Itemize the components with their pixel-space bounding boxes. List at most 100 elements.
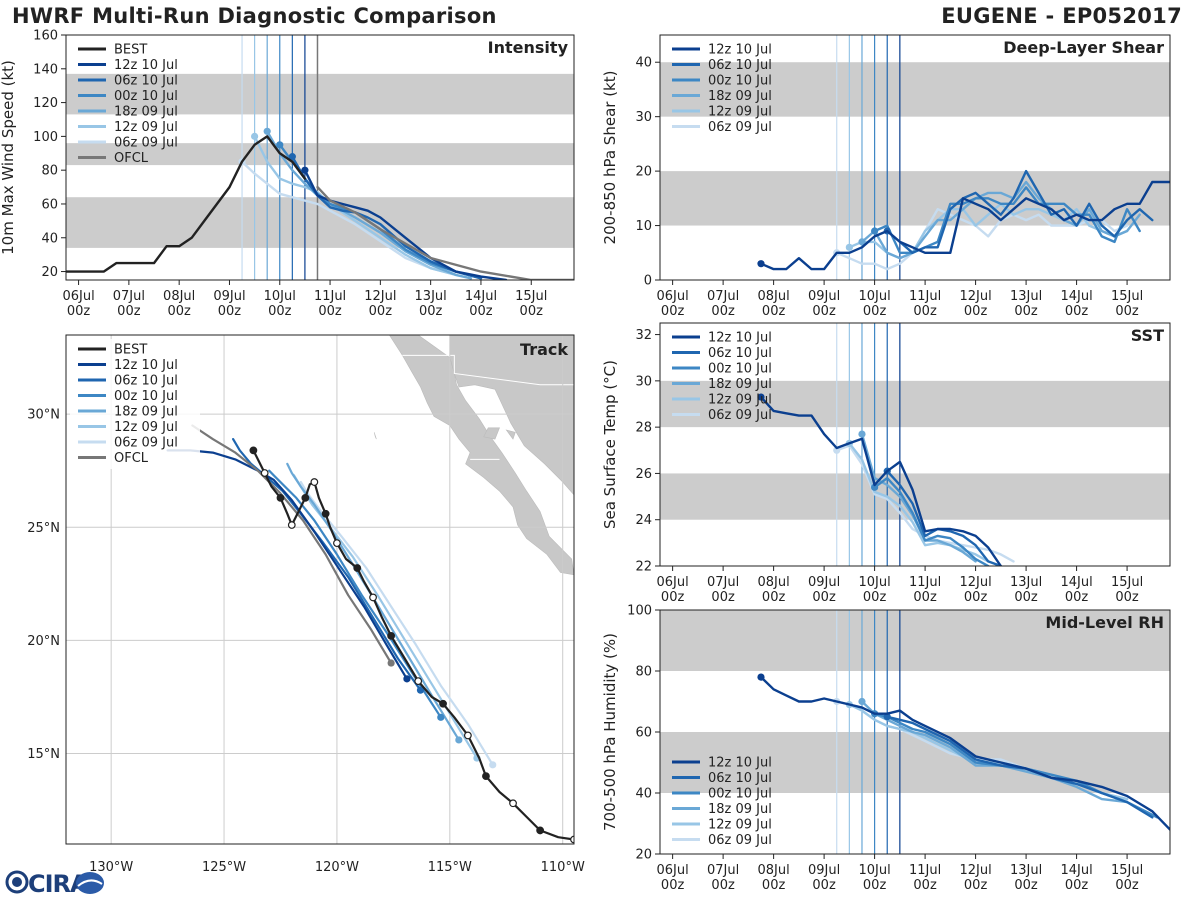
track-legend-label: 12z 10 Jul <box>114 358 178 373</box>
sst-series-line <box>873 476 990 566</box>
track-best-line <box>252 449 574 841</box>
track-x-tick-label: 120°W <box>315 860 359 875</box>
track-series-init-point <box>455 736 463 744</box>
track-y-tick-label: 25°N <box>27 521 60 536</box>
track-series-line <box>268 469 442 719</box>
intensity-y-tick-label: 40 <box>41 231 58 246</box>
guadalupe-island <box>373 432 377 440</box>
track-x-tick-label: 125°W <box>202 860 246 875</box>
rh-threshold-band <box>660 610 1170 671</box>
intensity-series-init-point <box>251 132 259 140</box>
sst-x-tick-label: 00z <box>964 590 988 605</box>
intensity-x-tick-label: 10Jul <box>264 289 296 304</box>
track-legend-label: 12z 09 Jul <box>114 420 178 435</box>
sst-x-tick-label: 08Jul <box>757 575 789 590</box>
sst-x-tick-label: 11Jul <box>909 575 941 590</box>
shear-x-tick-label: 15Jul <box>1111 289 1143 304</box>
sst-x-tick-label: 12Jul <box>959 575 991 590</box>
intensity-x-tick-label: 00z <box>520 304 544 319</box>
shear-x-tick-label: 00z <box>964 304 988 319</box>
sst-y-tick-label: 26 <box>635 467 652 482</box>
track-best-point <box>570 835 574 844</box>
sst-y-tick-label: 28 <box>635 421 652 436</box>
rh-x-tick-label: 00z <box>1115 878 1139 893</box>
intensity-legend-label: 12z 09 Jul <box>114 120 178 135</box>
baja-landmass <box>388 335 574 576</box>
shear-threshold-band <box>660 62 1170 117</box>
shear-x-tick-label: 00z <box>1014 304 1038 319</box>
shear-plot-area <box>757 35 1170 280</box>
intensity-legend-label: 06z 09 Jul <box>114 136 178 151</box>
intensity-threshold-band <box>66 143 574 166</box>
sst-series-line <box>759 395 1002 566</box>
rh-series-line <box>759 675 1170 831</box>
rh-x-tick-label: 00z <box>661 878 685 893</box>
intensity-plot-area <box>66 35 574 280</box>
track-y-tick-label: 30°N <box>27 408 60 423</box>
sst-x-tick-label: 00z <box>913 590 937 605</box>
shear-series-line <box>860 180 1141 260</box>
rh-series-line <box>860 700 1129 804</box>
track-frame <box>65 334 575 845</box>
intensity-y-tick-label: 120 <box>33 96 58 111</box>
intensity-legend-label: 18z 09 Jul <box>114 105 178 120</box>
track-legend-label: 00z 10 Jul <box>114 389 178 404</box>
rh-x-tick-label: 13Jul <box>1010 863 1042 878</box>
rh-series-init-point <box>858 697 866 706</box>
intensity-legend-label: 06z 10 Jul <box>114 74 178 89</box>
track-best-point <box>310 478 319 486</box>
sst-plot-area <box>757 323 1015 566</box>
track-y-tick-label: 15°N <box>27 747 60 762</box>
sst-x-tick-label: 00z <box>1115 590 1139 605</box>
track-best-point <box>509 799 517 808</box>
shear-x-tick-label: 00z <box>661 304 685 319</box>
intensity-legend-label: OFCL <box>114 151 149 166</box>
track-legend-label: 06z 10 Jul <box>114 374 178 389</box>
shear-legend-label: 06z 10 Jul <box>708 58 772 73</box>
intensity-y-tick-label: 80 <box>41 164 58 179</box>
sst-frame <box>659 322 1171 567</box>
intensity-x-tick-label: 00z <box>167 304 191 319</box>
rh-y-tick-label: 100 <box>627 604 652 619</box>
sst-y-tick-label: 32 <box>635 328 652 343</box>
track-series-init-point <box>403 675 411 683</box>
intensity-best-line <box>66 135 307 273</box>
track-ofcl-init-point <box>387 659 395 667</box>
shear-series-line <box>759 180 1170 271</box>
rh-legend-label: 06z 10 Jul <box>708 771 772 786</box>
shear-x-tick-label: 08Jul <box>757 289 789 304</box>
track-best-point <box>249 446 258 455</box>
intensity-x-tick-label: 13Jul <box>415 289 447 304</box>
intensity-x-tick-label: 00z <box>268 304 292 319</box>
cira-logo: CIRA <box>5 870 104 898</box>
rh-x-tick-label: 00z <box>964 878 988 893</box>
intensity-x-tick-label: 09Jul <box>213 289 245 304</box>
tiburon-island <box>505 429 516 440</box>
track-x-tick-label: 130°W <box>89 860 133 875</box>
rh-x-tick-label: 00z <box>913 878 937 893</box>
shear-x-tick-label: 00z <box>1115 304 1139 319</box>
track-ofcl-line <box>191 424 393 665</box>
track-legend-label: BEST <box>114 343 147 358</box>
shear-legend-label: 00z 10 Jul <box>708 74 772 89</box>
track-legend-label: 06z 09 Jul <box>114 436 178 451</box>
rh-y-label: 700-500 hPa Humidity (%) <box>601 633 619 831</box>
track-series-init-point <box>489 761 497 769</box>
sst-legend-label: 06z 10 Jul <box>708 346 772 361</box>
intensity-y-tick-label: 160 <box>33 29 58 44</box>
rh-x-tick-label: 00z <box>1014 878 1038 893</box>
track-best-point <box>439 699 447 708</box>
sst-x-tick-label: 00z <box>863 590 887 605</box>
track-y-tick-label: 20°N <box>27 634 60 649</box>
sst-panel: 22242628303206Jul00z07Jul00z08Jul00z09Ju… <box>601 322 1171 605</box>
sst-x-tick-label: 15Jul <box>1111 575 1143 590</box>
track-plot-area <box>66 335 574 844</box>
sst-x-tick-label: 00z <box>661 590 685 605</box>
shear-x-tick-label: 00z <box>762 304 786 319</box>
rh-legend-label: 00z 10 Jul <box>708 787 772 802</box>
sst-legend-label: 18z 09 Jul <box>708 377 772 392</box>
shear-series-init-point <box>871 227 879 235</box>
shear-frame <box>659 34 1171 281</box>
track-legend-bg <box>70 339 200 469</box>
sst-y-tick-label: 24 <box>635 513 652 528</box>
